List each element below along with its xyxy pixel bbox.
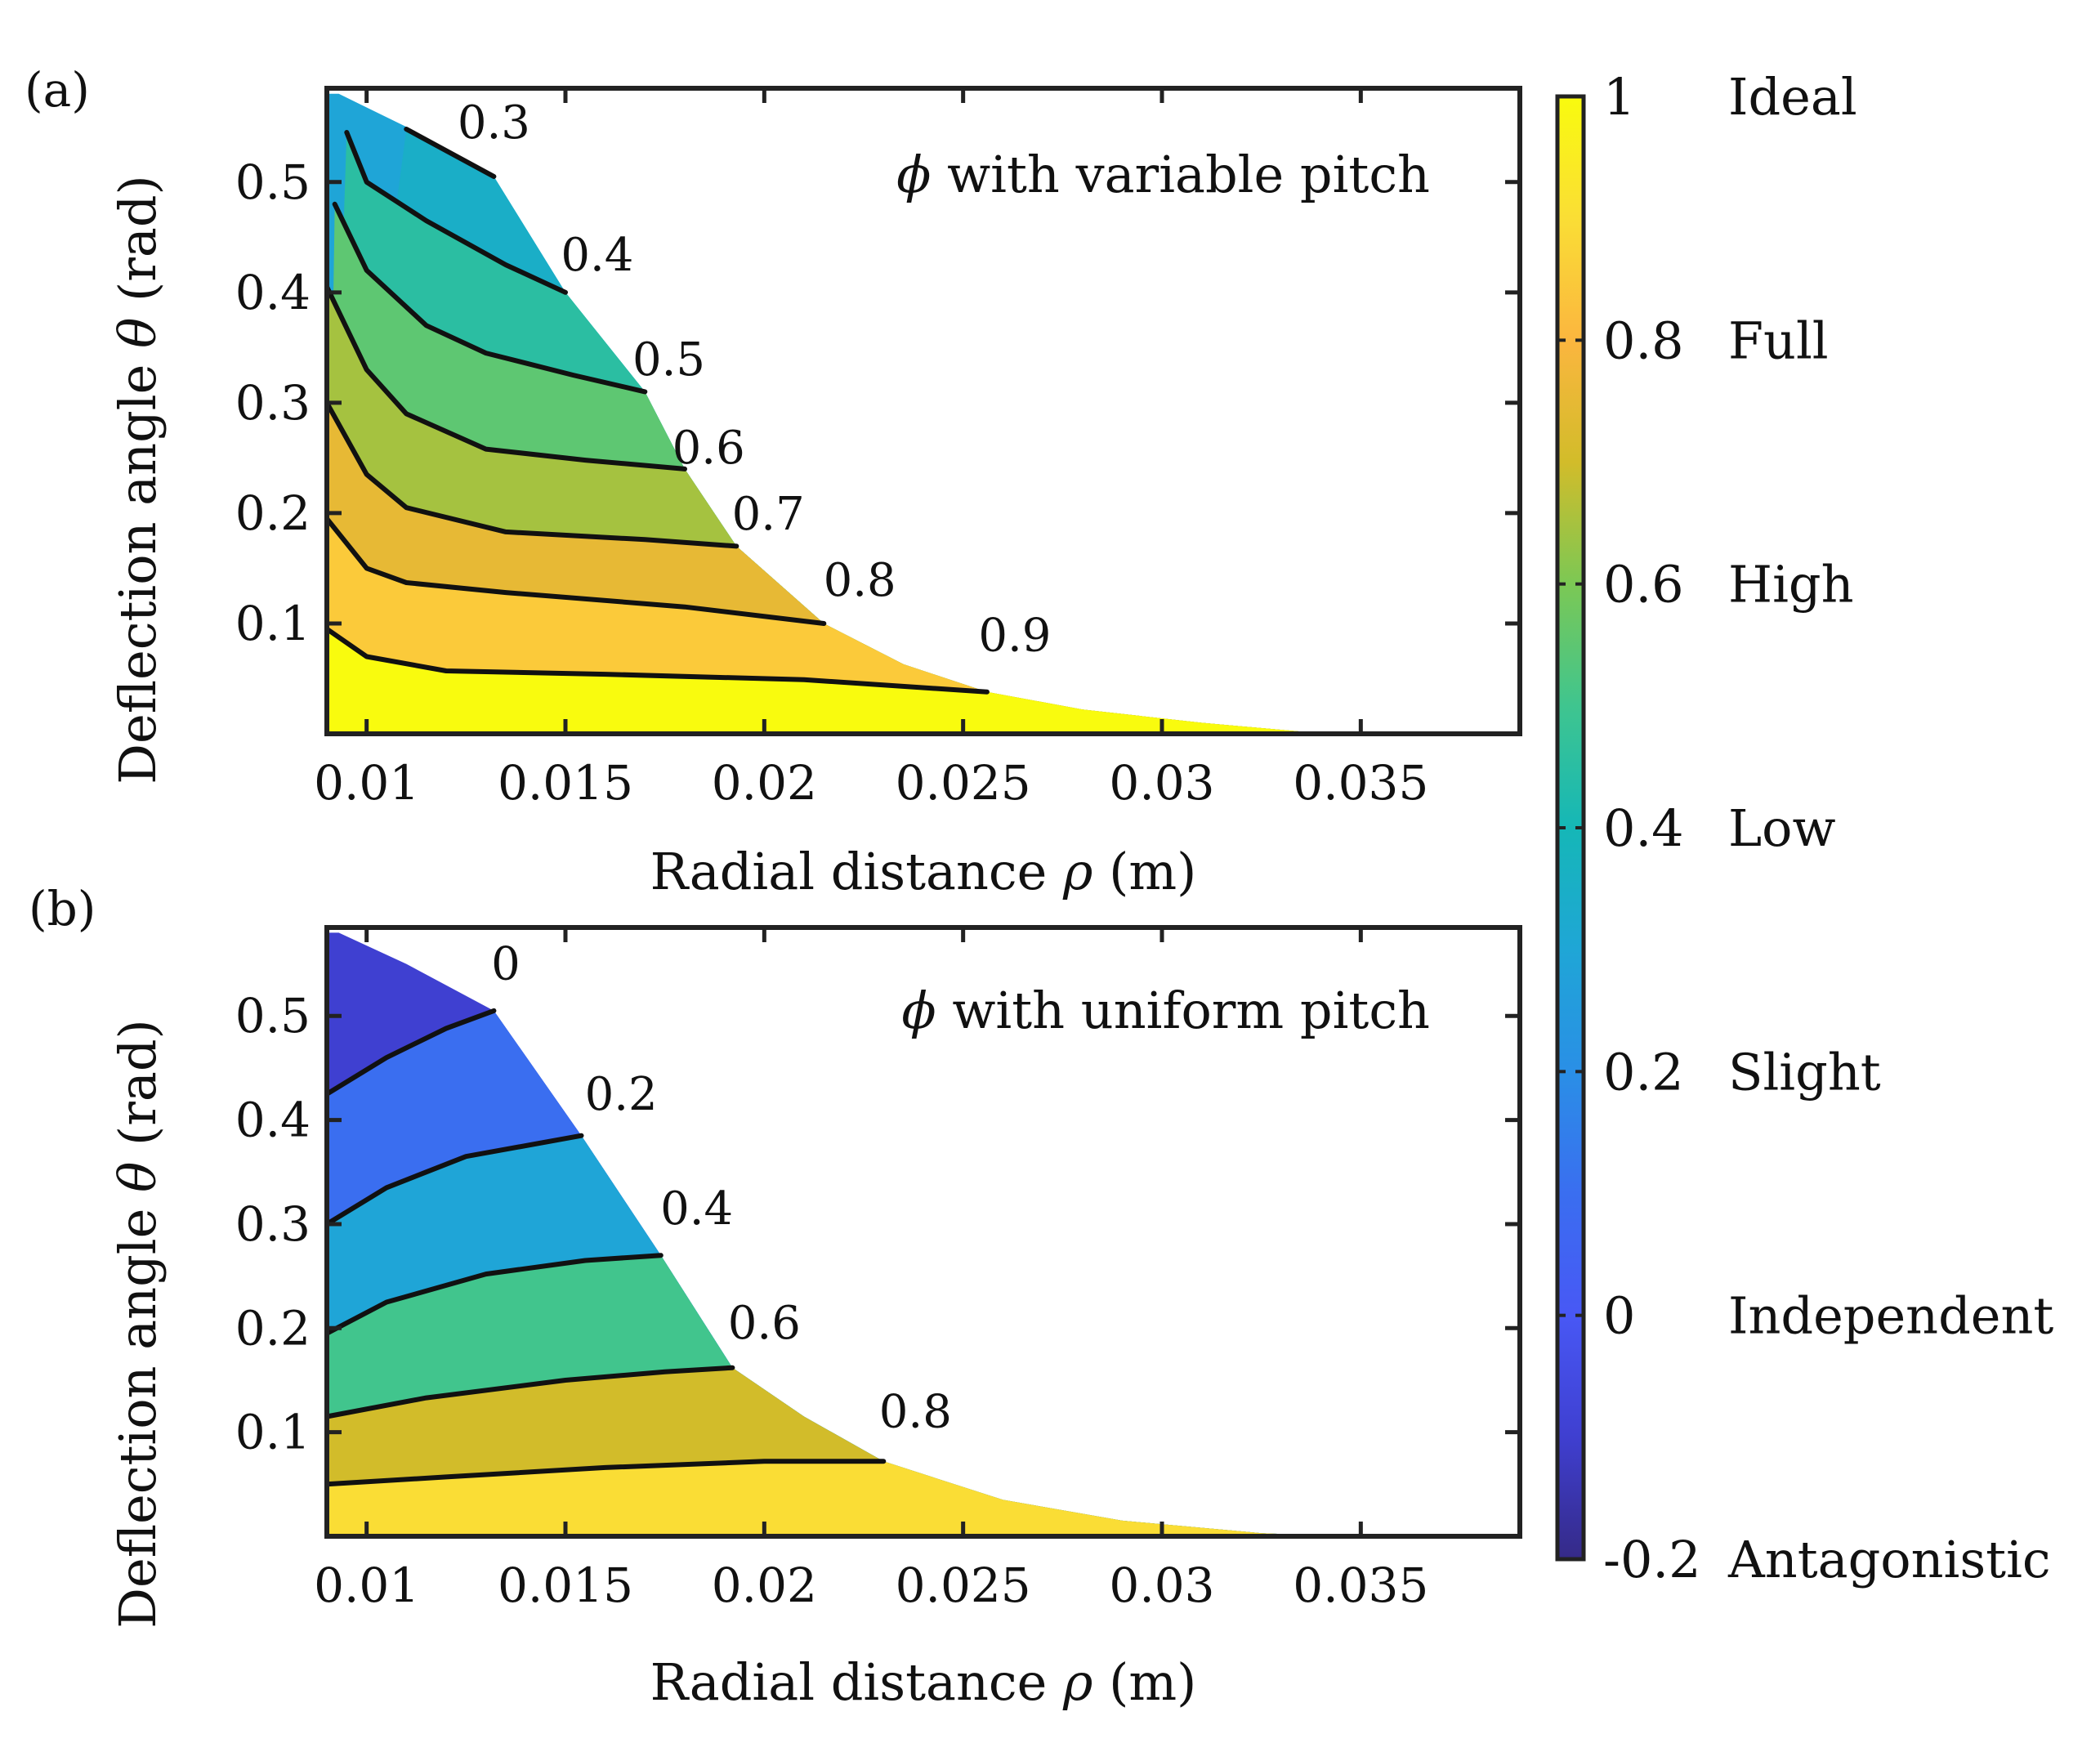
colorbar-tick-label: 0.2 bbox=[1603, 1042, 1684, 1102]
y-tick-label: 0.2 bbox=[235, 485, 311, 541]
y-tick-label: 0.5 bbox=[235, 154, 311, 210]
x-tick-label: 0.03 bbox=[1109, 755, 1214, 811]
x-tick-label: 0.02 bbox=[712, 755, 817, 811]
colorbar-ticks: 1 Ideal 0.8 Full 0.6 High 0.4 Low 0.2 Slight 0 Inde… bbox=[1557, 67, 2053, 1589]
colorbar-category-label: High bbox=[1728, 555, 1854, 615]
contour-line-0_6 bbox=[324, 284, 687, 472]
x-tick-label: 0.015 bbox=[498, 755, 633, 811]
contour-line-0_5 bbox=[332, 201, 648, 395]
x-tick-label: 0.035 bbox=[1293, 1558, 1428, 1613]
panel-a: (a) 0.90.80.70.60.50.40.3 0.01 0.015 0.02 0… bbox=[25, 62, 1522, 901]
y-tick-label: 0.2 bbox=[235, 1300, 311, 1356]
y-tick-label: 0.5 bbox=[235, 988, 311, 1044]
colorbar-tick-label: 0.4 bbox=[1603, 798, 1684, 858]
x-tick-label: 0.01 bbox=[314, 755, 419, 811]
contour-label-0_9: 0.9 bbox=[978, 610, 1051, 663]
contour-label-0_6: 0.6 bbox=[728, 1297, 801, 1350]
panel-b-y-axis-title: Deflection angle θ (rad) bbox=[108, 1019, 168, 1628]
x-tick-label: 0.025 bbox=[896, 1558, 1031, 1613]
x-tick-label: 0.025 bbox=[896, 755, 1031, 811]
contour-line-0_8 bbox=[324, 516, 827, 626]
y-tick-label: 0.3 bbox=[235, 375, 311, 431]
colorbar-tick-label: 0 bbox=[1603, 1286, 1635, 1346]
contour-line-0_9 bbox=[324, 626, 990, 695]
contour-line-0_4 bbox=[344, 130, 568, 295]
contour-line-0_4 bbox=[324, 1253, 664, 1336]
colorbar-category-label: Slight bbox=[1728, 1042, 1881, 1102]
panel-b-axes-box bbox=[324, 925, 1522, 1539]
panel-b-contour-lines bbox=[324, 1008, 887, 1487]
panel-b-x-axis-title: Radial distance ρ (m) bbox=[650, 1652, 1197, 1712]
panel-a-y-ticks: 0.1 0.2 0.3 0.4 0.5 bbox=[235, 154, 1520, 651]
contour-label-0_4: 0.4 bbox=[660, 1182, 733, 1236]
contour-label-0: 0 bbox=[491, 938, 521, 991]
contour-label-0_4: 0.4 bbox=[561, 229, 633, 282]
panel-a-bands bbox=[327, 93, 1341, 734]
x-tick-label: 0.03 bbox=[1109, 1558, 1214, 1613]
panel-b-bands bbox=[327, 932, 1341, 1536]
panel-b-x-ticks: 0.01 0.015 0.02 0.025 0.03 0.035 bbox=[314, 927, 1428, 1613]
colorbar-tick-label: 1 bbox=[1603, 67, 1635, 127]
contour-label-0_6: 0.6 bbox=[672, 422, 745, 475]
panel-a-band-7 bbox=[327, 628, 1341, 734]
contour-line-0 bbox=[324, 1008, 497, 1097]
contour-label-0_7: 0.7 bbox=[732, 488, 805, 541]
panel-b-contour-labels: 0.8 0.6 0.4 0.2 0 bbox=[491, 938, 952, 1439]
panel-a-tag: (a) bbox=[25, 62, 90, 118]
panel-a-y-axis-title: Deflection angle θ (rad) bbox=[108, 175, 168, 784]
panel-b-title: ϕ with uniform pitch bbox=[901, 981, 1430, 1040]
contour-label-0_8: 0.8 bbox=[824, 554, 896, 607]
panel-b: (b) 0.8 0.6 0.4 0.2 0 0.01 0.015 0.02 0.025 0.03… bbox=[29, 881, 1522, 1712]
x-tick-label: 0.01 bbox=[314, 1558, 419, 1613]
y-tick-label: 0.4 bbox=[235, 1093, 311, 1148]
x-tick-label: 0.015 bbox=[498, 1558, 633, 1613]
x-tick-label: 0.02 bbox=[712, 1558, 817, 1613]
colorbar: 1 Ideal 0.8 Full 0.6 High 0.4 Low 0.2 Slight 0 Inde… bbox=[1555, 67, 2053, 1589]
panel-b-band-5 bbox=[327, 1461, 1341, 1536]
panel-b-y-ticks: 0.1 0.2 0.3 0.4 0.5 bbox=[235, 988, 1520, 1460]
contour-line-0_3 bbox=[404, 127, 497, 179]
panel-a-contour-lines bbox=[324, 127, 990, 695]
colorbar-tick-label: -0.2 bbox=[1603, 1530, 1701, 1589]
contour-label-0_2: 0.2 bbox=[585, 1068, 658, 1121]
contour-line-0_8 bbox=[324, 1459, 887, 1487]
panel-a-title: ϕ with variable pitch bbox=[896, 145, 1430, 204]
panel-b-tag: (b) bbox=[29, 881, 96, 936]
contour-line-0_6 bbox=[324, 1365, 735, 1419]
y-tick-label: 0.4 bbox=[235, 265, 311, 320]
panel-a-x-ticks: 0.01 0.015 0.02 0.025 0.03 0.035 bbox=[314, 88, 1428, 811]
contour-line-0_2 bbox=[324, 1133, 584, 1227]
contour-label-0_3: 0.3 bbox=[458, 96, 530, 150]
colorbar-category-label: Ideal bbox=[1728, 67, 1857, 127]
colorbar-tick-label: 0.6 bbox=[1603, 555, 1684, 615]
x-tick-label: 0.035 bbox=[1293, 755, 1428, 811]
panel-a-axes-box bbox=[324, 86, 1522, 736]
colorbar-category-label: Independent bbox=[1728, 1286, 2053, 1346]
y-tick-label: 0.1 bbox=[235, 1405, 311, 1460]
y-tick-label: 0.1 bbox=[235, 596, 311, 651]
contour-label-0_5: 0.5 bbox=[632, 333, 705, 387]
panel-a-x-axis-title: Radial distance ρ (m) bbox=[650, 842, 1197, 901]
panel-a-contour-labels: 0.9 0.8 0.7 0.6 0.5 0.4 0.3 bbox=[458, 96, 1052, 663]
y-tick-label: 0.3 bbox=[235, 1196, 311, 1252]
colorbar-category-label: Low bbox=[1728, 798, 1836, 858]
contour-label-0_8: 0.8 bbox=[879, 1385, 952, 1438]
colorbar-category-label: Full bbox=[1728, 311, 1829, 370]
contour-line-0_7 bbox=[324, 400, 739, 549]
colorbar-tick-label: 0.8 bbox=[1603, 311, 1684, 370]
colorbar-category-label: Antagonistic bbox=[1727, 1530, 2051, 1589]
